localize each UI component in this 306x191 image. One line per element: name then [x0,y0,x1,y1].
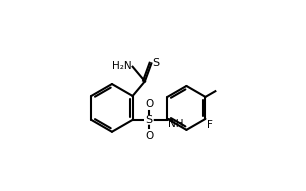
Text: F: F [207,121,213,130]
Text: S: S [152,58,159,68]
Text: O: O [146,99,154,109]
Text: O: O [146,131,154,141]
Circle shape [145,116,153,124]
Text: H₂N: H₂N [112,61,132,71]
Text: S: S [145,115,152,125]
Text: NH: NH [168,119,184,129]
